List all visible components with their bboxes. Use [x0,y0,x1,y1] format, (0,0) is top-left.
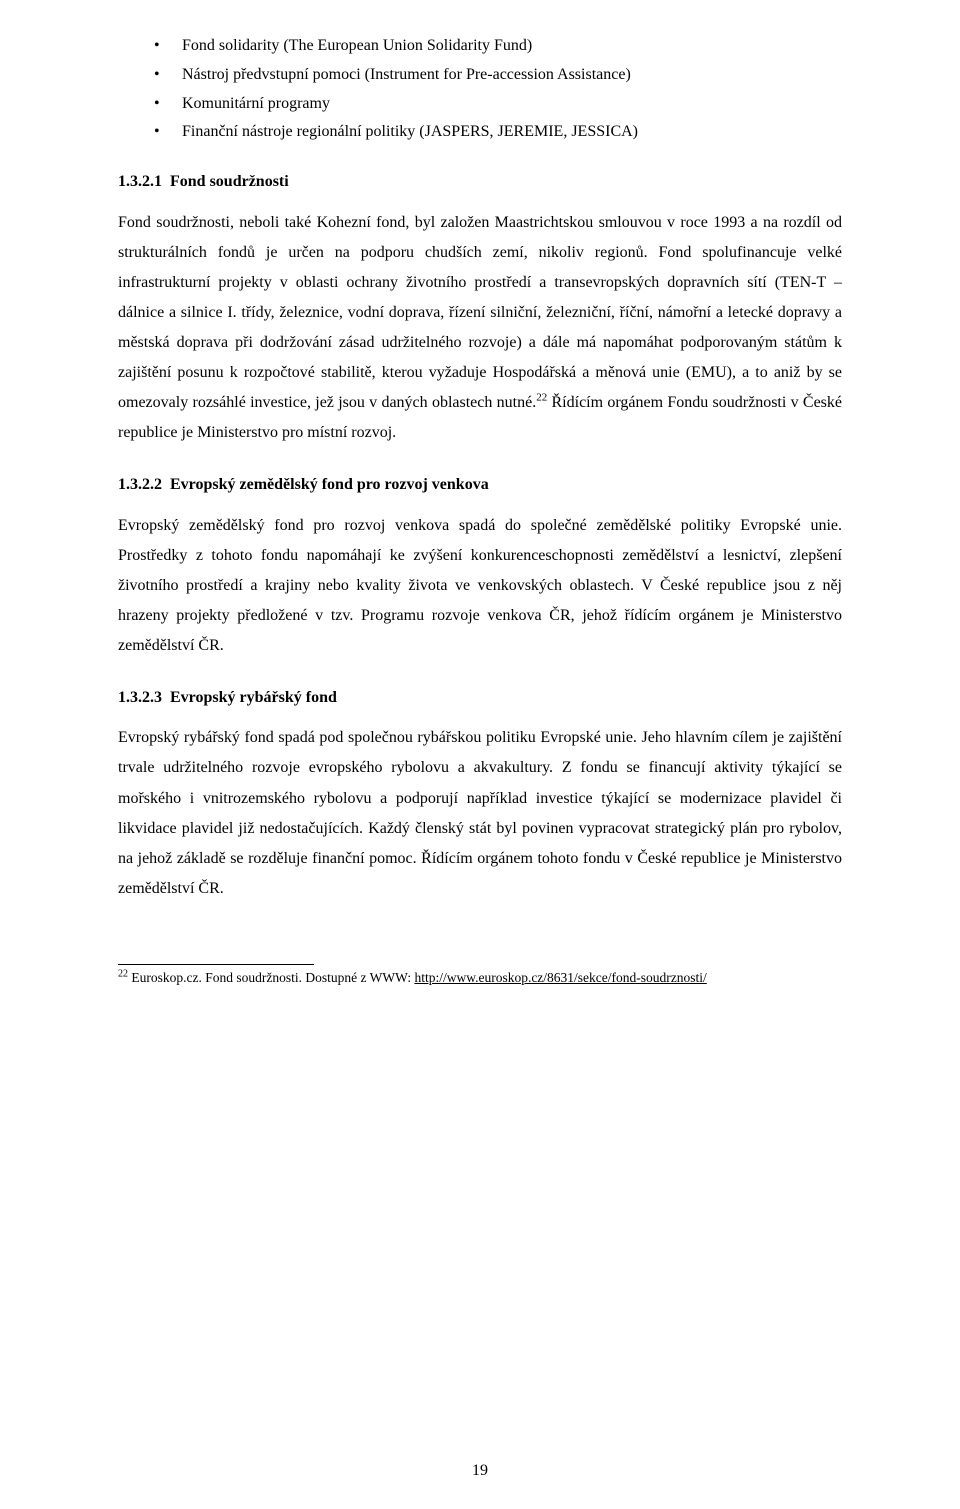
section-title: Evropský zemědělský fond pro rozvoj venk… [170,476,489,493]
list-item-text: Finanční nástroje regionální politiky (J… [182,123,638,140]
page-number: 19 [0,1463,960,1479]
footnote-url: http://www.euroskop.cz/8631/sekce/fond-s… [414,970,706,985]
body-text: Fond soudržnosti, neboli také Kohezní fo… [118,214,842,411]
section-title: Evropský rybářský fond [170,689,337,706]
section-heading: 1.3.2.1 Fond soudržnosti [118,171,842,193]
list-item: Finanční nástroje regionální politiky (J… [154,120,842,145]
list-item-text: Komunitární programy [182,95,330,112]
list-item-text: Nástroj předvstupní pomoci (Instrument f… [182,66,631,83]
section-body: Fond soudržnosti, neboli také Kohezní fo… [118,208,842,449]
list-item: Nástroj předvstupní pomoci (Instrument f… [154,63,842,88]
section-heading: 1.3.2.3 Evropský rybářský fond [118,687,842,709]
section-number: 1.3.2.3 [118,689,162,706]
section-title: Fond soudržnosti [170,173,289,190]
section-heading: 1.3.2.2 Evropský zemědělský fond pro roz… [118,474,842,496]
list-item: Fond solidarity (The European Union Soli… [154,34,842,59]
footnote-separator [118,964,314,965]
footnote: 22 Euroskop.cz. Fond soudržnosti. Dostup… [118,969,842,987]
section-number: 1.3.2.1 [118,173,162,190]
section-body: Evropský rybářský fond spadá pod společn… [118,723,842,903]
section-number: 1.3.2.2 [118,476,162,493]
footnote-text: Euroskop.cz. Fond soudržnosti. Dostupné … [131,970,414,985]
list-item-text: Fond solidarity (The European Union Soli… [182,37,532,54]
list-item: Komunitární programy [154,92,842,117]
bullet-list: Fond solidarity (The European Union Soli… [118,34,842,145]
document-page: Fond solidarity (The European Union Soli… [0,0,960,1509]
footnote-marker: 22 [118,968,128,979]
section-body: Evropský zemědělský fond pro rozvoj venk… [118,511,842,661]
footnote-ref: 22 [536,392,547,404]
